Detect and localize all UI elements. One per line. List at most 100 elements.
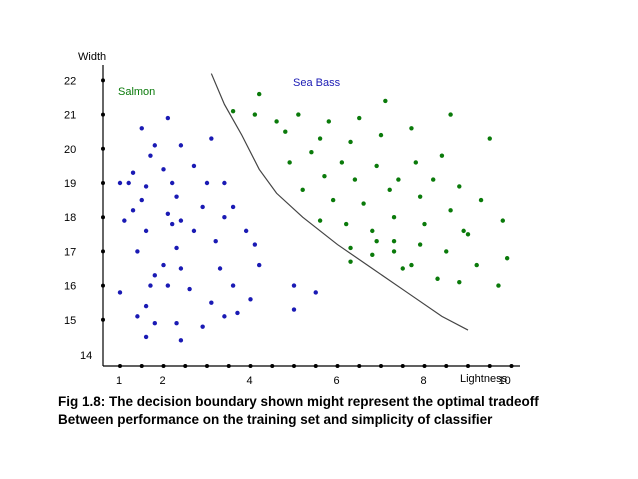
sea-bass-point bbox=[274, 119, 279, 124]
figure-caption: Fig 1.8: The decision boundary shown mig… bbox=[58, 393, 633, 429]
salmon-point bbox=[152, 143, 157, 148]
sea-bass-point bbox=[474, 262, 479, 268]
salmon-point bbox=[126, 180, 131, 186]
salmon-point bbox=[117, 180, 123, 186]
salmon-point bbox=[291, 283, 297, 288]
sea-bass-point bbox=[487, 136, 492, 141]
salmon-point bbox=[222, 314, 227, 319]
sea-bass-point bbox=[431, 177, 436, 182]
sea-bass-point bbox=[417, 242, 423, 247]
x-tick-label: 8 bbox=[421, 375, 427, 387]
caption-line-1: Fig 1.8: The decision boundary shown mig… bbox=[58, 394, 539, 409]
x-tick-label: 1 bbox=[116, 375, 122, 387]
sea-bass-point bbox=[348, 245, 353, 251]
sea-bass-point bbox=[252, 112, 258, 117]
salmon-point bbox=[148, 153, 153, 158]
salmon-point bbox=[135, 314, 140, 319]
legend-label-salmon: Salmon bbox=[118, 86, 155, 98]
salmon-point bbox=[235, 310, 240, 316]
sea-bass-point bbox=[409, 126, 414, 131]
sea-bass-point bbox=[383, 98, 388, 104]
sea-bass-point bbox=[435, 276, 440, 281]
salmon-point bbox=[170, 221, 175, 227]
x-tick-mark bbox=[444, 364, 449, 368]
salmon-point bbox=[130, 208, 136, 213]
salmon-point bbox=[313, 290, 318, 295]
y-tick-mark bbox=[101, 112, 105, 117]
sea-bass-point bbox=[287, 160, 292, 165]
x-tick-label: 10 bbox=[499, 375, 511, 387]
y-tick-label: 18 bbox=[64, 212, 76, 224]
salmon-point bbox=[200, 204, 205, 210]
decision-boundary-curve bbox=[210, 73, 469, 331]
salmon-point bbox=[291, 307, 297, 312]
salmon-point bbox=[117, 290, 123, 295]
x-tick-mark bbox=[292, 364, 296, 368]
sea-bass-point bbox=[296, 112, 301, 117]
salmon-point bbox=[139, 126, 144, 131]
salmon-point bbox=[187, 286, 192, 292]
sea-bass-point bbox=[504, 256, 510, 261]
salmon-point bbox=[248, 297, 253, 302]
x-tick-mark bbox=[379, 364, 383, 368]
y-tick-label: 19 bbox=[64, 178, 76, 190]
x-tick-label: 4 bbox=[247, 375, 253, 387]
salmon-point bbox=[204, 180, 210, 186]
y-tick-label: 17 bbox=[64, 246, 76, 258]
salmon-point bbox=[165, 283, 171, 288]
salmon-point bbox=[191, 163, 197, 169]
sea-bass-point bbox=[330, 197, 336, 203]
sea-bass-point bbox=[444, 249, 449, 254]
salmon-point bbox=[161, 262, 166, 268]
sea-bass-point bbox=[413, 160, 418, 165]
x-axis-title: Lightness bbox=[460, 373, 508, 385]
salmon-point bbox=[143, 303, 149, 309]
salmon-point bbox=[170, 180, 175, 186]
sea-bass-point bbox=[461, 228, 466, 234]
sea-bass-point bbox=[439, 153, 445, 158]
sea-bass-point bbox=[448, 208, 453, 213]
y-tick-mark bbox=[101, 249, 105, 254]
salmon-point bbox=[139, 197, 144, 203]
legend-label-sea-bass: Sea Bass bbox=[293, 77, 341, 89]
sea-bass-point bbox=[317, 136, 323, 141]
sea-bass-point bbox=[457, 279, 462, 285]
x-tick-mark bbox=[183, 364, 188, 368]
x-tick-mark bbox=[487, 364, 492, 368]
sea-bass-point bbox=[283, 129, 288, 134]
salmon-point bbox=[174, 194, 179, 199]
y-tick-mark bbox=[101, 146, 105, 151]
salmon-point bbox=[191, 228, 197, 234]
salmon-point bbox=[243, 228, 249, 234]
salmon-point bbox=[152, 273, 157, 278]
sea-bass-point bbox=[326, 119, 331, 124]
x-tick-mark bbox=[335, 364, 340, 368]
sea-bass-point bbox=[396, 177, 401, 182]
sea-bass-point bbox=[322, 173, 327, 179]
x-tick-mark bbox=[313, 364, 318, 368]
sea-bass-point bbox=[352, 177, 358, 182]
sea-bass-point bbox=[370, 252, 375, 258]
x-tick-mark bbox=[509, 364, 514, 368]
x-tick-mark bbox=[139, 364, 144, 368]
sea-bass-point bbox=[317, 218, 323, 223]
sea-bass-point bbox=[357, 115, 362, 121]
sea-bass-point bbox=[348, 139, 353, 145]
salmon-point bbox=[165, 115, 171, 121]
x-tick-mark bbox=[118, 364, 122, 368]
y-axis-title: Width bbox=[78, 51, 106, 63]
salmon-point bbox=[252, 242, 258, 247]
sea-bass-point bbox=[448, 112, 453, 117]
sea-bass-point bbox=[500, 218, 505, 223]
x-tick-mark bbox=[226, 364, 231, 368]
salmon-point bbox=[161, 167, 166, 172]
salmon-point bbox=[143, 228, 149, 234]
y-tick-mark bbox=[101, 181, 105, 185]
y-tick-label: 21 bbox=[64, 110, 76, 122]
x-tick-mark bbox=[270, 364, 275, 368]
x-tick-mark bbox=[161, 364, 166, 368]
sea-bass-point bbox=[378, 132, 384, 138]
sea-bass-point bbox=[465, 232, 471, 237]
sea-bass-point bbox=[496, 283, 501, 288]
salmon-point bbox=[143, 184, 149, 189]
